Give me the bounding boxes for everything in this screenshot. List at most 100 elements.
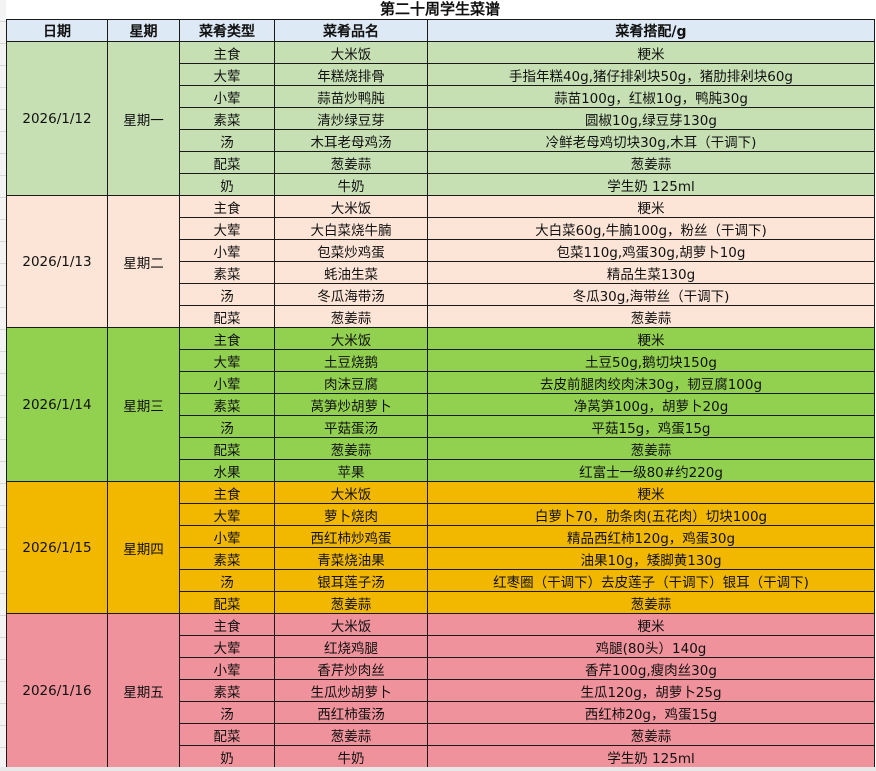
dish-name-cell[interactable]: 土豆烧鹅	[274, 349, 428, 372]
ingredients-cell[interactable]: 红富士一级80#约220g	[427, 459, 875, 482]
ingredients-cell[interactable]: 生瓜120g，胡萝卜25g	[427, 679, 875, 702]
dish-type-cell[interactable]: 大荤	[179, 217, 275, 240]
dish-name-cell[interactable]: 肉沫豆腐	[274, 371, 428, 394]
dish-type-cell[interactable]: 配菜	[179, 305, 275, 328]
ingredients-cell[interactable]: 平菇15g，鸡蛋15g	[427, 415, 875, 438]
ingredients-cell[interactable]: 精品生菜130g	[427, 261, 875, 284]
dish-type-cell[interactable]: 大荤	[179, 635, 275, 658]
dish-name-cell[interactable]: 香芹炒肉丝	[274, 657, 428, 680]
dish-name-cell[interactable]: 苹果	[274, 459, 428, 482]
ingredients-cell[interactable]: 圆椒10g,绿豆芽130g	[427, 107, 875, 130]
weekday-cell[interactable]: 星期三	[107, 327, 180, 482]
dish-type-cell[interactable]: 汤	[179, 415, 275, 438]
header-weekday[interactable]: 星期	[107, 19, 180, 42]
dish-type-cell[interactable]: 素菜	[179, 547, 275, 570]
dish-name-cell[interactable]: 西红柿炒鸡蛋	[274, 525, 428, 548]
dish-type-cell[interactable]: 配菜	[179, 591, 275, 614]
ingredients-cell[interactable]: 葱姜蒜	[427, 437, 875, 460]
dish-type-cell[interactable]: 小荤	[179, 239, 275, 262]
ingredients-cell[interactable]: 冷鲜老母鸡切块30g,木耳（干调下)	[427, 129, 875, 152]
ingredients-cell[interactable]: 鸡腿(80头）140g	[427, 635, 875, 658]
dish-name-cell[interactable]: 葱姜蒜	[274, 723, 428, 746]
dish-type-cell[interactable]: 小荤	[179, 371, 275, 394]
dish-type-cell[interactable]: 配菜	[179, 723, 275, 746]
dish-name-cell[interactable]: 平菇蛋汤	[274, 415, 428, 438]
dish-name-cell[interactable]: 清炒绿豆芽	[274, 107, 428, 130]
dish-type-cell[interactable]: 小荤	[179, 85, 275, 108]
dish-name-cell[interactable]: 葱姜蒜	[274, 591, 428, 614]
dish-name-cell[interactable]: 葱姜蒜	[274, 437, 428, 460]
ingredients-cell[interactable]: 蒜苗100g，红椒10g，鸭肫30g	[427, 85, 875, 108]
ingredients-cell[interactable]: 葱姜蒜	[427, 305, 875, 328]
dish-type-cell[interactable]: 主食	[179, 41, 275, 64]
ingredients-cell[interactable]: 冬瓜30g,海带丝（干调下)	[427, 283, 875, 306]
ingredients-cell[interactable]: 学生奶 125ml	[427, 173, 875, 196]
dish-type-cell[interactable]: 汤	[179, 701, 275, 724]
date-cell[interactable]: 2026/1/16	[6, 613, 108, 768]
ingredients-cell[interactable]: 粳米	[427, 327, 875, 350]
dish-type-cell[interactable]: 小荤	[179, 657, 275, 680]
dish-name-cell[interactable]: 大米饭	[274, 41, 428, 64]
dish-type-cell[interactable]: 汤	[179, 569, 275, 592]
dish-name-cell[interactable]: 包菜炒鸡蛋	[274, 239, 428, 262]
dish-type-cell[interactable]: 奶	[179, 173, 275, 196]
sheet-title[interactable]: 第二十周学生菜谱	[379, 0, 500, 18]
dish-type-cell[interactable]: 素菜	[179, 679, 275, 702]
dish-name-cell[interactable]: 大米饭	[274, 613, 428, 636]
header-date[interactable]: 日期	[6, 19, 108, 42]
dish-name-cell[interactable]: 牛奶	[274, 173, 428, 196]
ingredients-cell[interactable]: 大白菜60g,牛腩100g，粉丝（干调下)	[427, 217, 875, 240]
date-cell[interactable]: 2026/1/14	[6, 327, 108, 482]
dish-name-cell[interactable]: 萝卜烧肉	[274, 503, 428, 526]
dish-name-cell[interactable]: 大米饭	[274, 481, 428, 504]
ingredients-cell[interactable]: 学生奶 125ml	[427, 745, 875, 768]
dish-name-cell[interactable]: 红烧鸡腿	[274, 635, 428, 658]
ingredients-cell[interactable]: 油果10g，矮脚黄130g	[427, 547, 875, 570]
dish-name-cell[interactable]: 西红柿蛋汤	[274, 701, 428, 724]
dish-type-cell[interactable]: 大荤	[179, 349, 275, 372]
ingredients-cell[interactable]: 包菜110g,鸡蛋30g,胡萝卜10g	[427, 239, 875, 262]
dish-name-cell[interactable]: 木耳老母鸡汤	[274, 129, 428, 152]
dish-name-cell[interactable]: 葱姜蒜	[274, 151, 428, 174]
dish-type-cell[interactable]: 素菜	[179, 107, 275, 130]
weekday-cell[interactable]: 星期四	[107, 481, 180, 614]
ingredients-cell[interactable]: 粳米	[427, 41, 875, 64]
ingredients-cell[interactable]: 葱姜蒜	[427, 723, 875, 746]
dish-name-cell[interactable]: 葱姜蒜	[274, 305, 428, 328]
date-cell[interactable]: 2026/1/13	[6, 195, 108, 328]
dish-name-cell[interactable]: 大米饭	[274, 195, 428, 218]
weekday-cell[interactable]: 星期二	[107, 195, 180, 328]
dish-type-cell[interactable]: 奶	[179, 745, 275, 768]
date-cell[interactable]: 2026/1/15	[6, 481, 108, 614]
dish-name-cell[interactable]: 生瓜炒胡萝卜	[274, 679, 428, 702]
dish-type-cell[interactable]: 配菜	[179, 437, 275, 460]
dish-type-cell[interactable]: 素菜	[179, 393, 275, 416]
dish-type-cell[interactable]: 汤	[179, 129, 275, 152]
dish-name-cell[interactable]: 青菜烧油果	[274, 547, 428, 570]
ingredients-cell[interactable]: 西红柿20g，鸡蛋15g	[427, 701, 875, 724]
ingredients-cell[interactable]: 去皮前腿肉绞肉沫30g，韧豆腐100g	[427, 371, 875, 394]
ingredients-cell[interactable]: 粳米	[427, 613, 875, 636]
ingredients-cell[interactable]: 葱姜蒜	[427, 591, 875, 614]
ingredients-cell[interactable]: 手指年糕40g,猪仔排剁块50g，猪肋排剁块60g	[427, 63, 875, 86]
dish-type-cell[interactable]: 素菜	[179, 261, 275, 284]
dish-name-cell[interactable]: 大白菜烧牛腩	[274, 217, 428, 240]
dish-type-cell[interactable]: 水果	[179, 459, 275, 482]
dish-type-cell[interactable]: 小荤	[179, 525, 275, 548]
dish-name-cell[interactable]: 蚝油生菜	[274, 261, 428, 284]
dish-type-cell[interactable]: 大荤	[179, 503, 275, 526]
ingredients-cell[interactable]: 精品西红柿120g，鸡蛋30g	[427, 525, 875, 548]
weekday-cell[interactable]: 星期五	[107, 613, 180, 768]
ingredients-cell[interactable]: 葱姜蒜	[427, 151, 875, 174]
ingredients-cell[interactable]: 粳米	[427, 195, 875, 218]
ingredients-cell[interactable]: 香芹100g,瘦肉丝30g	[427, 657, 875, 680]
dish-name-cell[interactable]: 大米饭	[274, 327, 428, 350]
ingredients-cell[interactable]: 粳米	[427, 481, 875, 504]
dish-name-cell[interactable]: 冬瓜海带汤	[274, 283, 428, 306]
dish-type-cell[interactable]: 主食	[179, 613, 275, 636]
ingredients-cell[interactable]: 净莴笋100g，胡萝卜20g	[427, 393, 875, 416]
dish-name-cell[interactable]: 莴笋炒胡萝卜	[274, 393, 428, 416]
dish-type-cell[interactable]: 主食	[179, 481, 275, 504]
header-dish-type[interactable]: 菜肴类型	[179, 19, 275, 42]
dish-type-cell[interactable]: 汤	[179, 283, 275, 306]
